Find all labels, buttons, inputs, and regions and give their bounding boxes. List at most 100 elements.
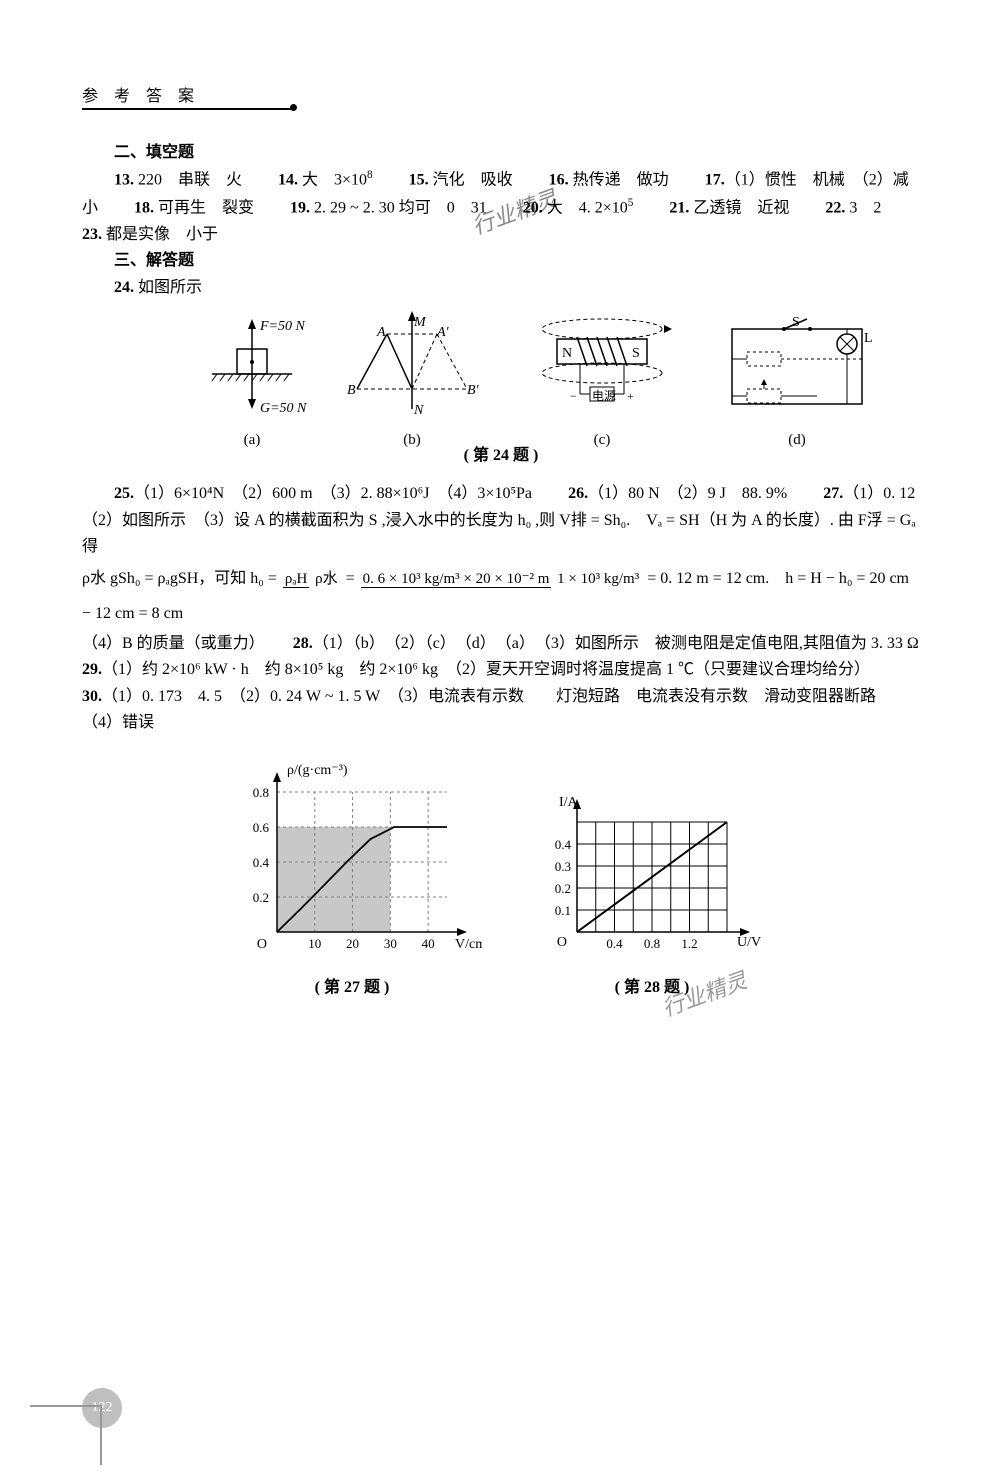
fig24-c: N S − + 电源 (c) (512, 309, 692, 453)
text: （1）惯性 机械 （2）减 (725, 172, 909, 189)
text: 大 3×10 (298, 172, 367, 189)
subcap-a: (a) (192, 428, 312, 453)
q25-27-line: 25.（1）6×10⁴N （2）600 m （3）2. 88×10⁶J （4）3… (82, 481, 920, 507)
chart28-svg: 0.40.81.20.10.20.30.4OI/AU/V (532, 792, 772, 962)
text: （1）约 2×10⁶ kW · h 约 8×10⁵ kg 约 2×10⁶ kg … (102, 661, 870, 678)
eqn-left: ρ水 gSh₀ = ρₐgSH，可知 h₀ = (82, 570, 281, 587)
text: 汽化 吸收 (429, 172, 545, 189)
numerator: ρₐH (283, 571, 309, 588)
svg-text:I/A: I/A (559, 795, 579, 810)
qnum: 18. (134, 199, 154, 216)
svg-text:O: O (557, 935, 567, 950)
eq-sign: = (346, 570, 359, 587)
chart27-svg: 102030400.20.40.60.8Oρ/(g·cm⁻³)V/cm³ (222, 762, 482, 962)
section-title-answers: 三、解答题 (82, 248, 920, 274)
svg-text:40: 40 (422, 936, 435, 951)
svg-text:0.4: 0.4 (555, 837, 572, 852)
text: 可再生 裂变 (154, 199, 286, 216)
svg-text:1.2: 1.2 (681, 936, 697, 951)
svg-text:V/cm³: V/cm³ (455, 937, 482, 952)
qnum: 15. (409, 172, 429, 189)
svg-text:0.4: 0.4 (606, 936, 623, 951)
q30-line: 30.（1）0. 173 4. 5 （2）0. 24 W ~ 1. 5 W （3… (82, 684, 920, 710)
text: 热传递 做功 (569, 172, 701, 189)
label-N: N (414, 399, 423, 422)
subcap-d: (d) (712, 428, 882, 453)
qnum: 27. (823, 485, 843, 502)
label-Bp: B′ (467, 379, 479, 402)
label-S: S (792, 311, 800, 334)
chart28-caption: ( 第 28 题 ) (532, 975, 772, 1001)
svg-text:0.2: 0.2 (555, 881, 571, 896)
q27-eqn: ρ水 gSh₀ = ρₐgSH，可知 h₀ = ρₐH ρ水 = 0. 6 × … (82, 561, 920, 631)
qnum: 22. (825, 199, 845, 216)
label-S: S (632, 342, 640, 365)
page-number-badge: 122 (82, 1388, 122, 1428)
text: 如图所示 (134, 279, 202, 296)
qnum: 19. (290, 199, 310, 216)
svg-text:0.4: 0.4 (253, 855, 270, 870)
numerator: 0. 6 × 10³ kg/m³ × 20 × 10⁻² m (361, 571, 552, 588)
subcap-c: (c) (512, 428, 692, 453)
svg-text:0.2: 0.2 (253, 890, 269, 905)
label-G: G=50 N (260, 397, 306, 420)
qnum: 13. (114, 172, 134, 189)
text: （1）0. 173 4. 5 （2）0. 24 W ~ 1. 5 W （3）电流… (102, 688, 876, 705)
subcap-b: (b) (332, 428, 492, 453)
svg-text:O: O (257, 937, 267, 952)
fill-blank-line2: 小 18. 可再生 裂变 19. 2. 29 ~ 2. 30 均可 0 31 2… (82, 194, 920, 222)
chart27-caption: ( 第 27 题 ) (222, 975, 482, 1001)
gap (373, 172, 405, 189)
fraction: 0. 6 × 10³ kg/m³ × 20 × 10⁻² m 1 × 10³ k… (361, 571, 642, 588)
charts-row: 102030400.20.40.60.8Oρ/(g·cm⁻³)V/cm³ ( 第… (82, 762, 882, 1012)
label-src: 电源 (592, 387, 616, 407)
label-B: B (347, 379, 356, 402)
label-F: F=50 N (260, 315, 305, 338)
q30-line2: （4）错误 (82, 710, 920, 736)
fraction: ρₐH ρ水 (283, 571, 340, 588)
qnum: 23. (82, 226, 102, 243)
label-Ap: A′ (437, 321, 449, 344)
text: （1）80 N （2）9 J 88. 9% (588, 485, 787, 502)
svg-text:0.1: 0.1 (555, 903, 571, 918)
page-header: 参 考 答 案 (82, 82, 200, 106)
fig24-d: S L (d) (712, 309, 882, 453)
q24-line: 24. 如图所示 (82, 275, 920, 301)
q29-line: 29.（1）约 2×10⁶ kW · h 约 8×10⁵ kg 约 2×10⁶ … (82, 657, 920, 683)
section-title-fill-blank: 二、填空题 (82, 140, 920, 166)
text: 220 串联 火 (134, 172, 274, 189)
figure-24-row: F=50 N G=50 N (a) A M A′ B N B′ (b) (112, 309, 912, 439)
gap (633, 199, 665, 216)
svg-text:0.8: 0.8 (644, 936, 660, 951)
svg-text:20: 20 (346, 936, 359, 951)
text: （1）0. 12 (843, 485, 931, 502)
text: 2. 29 ~ 2. 30 均可 0 31 (310, 199, 519, 216)
denominator: 1 × 10³ kg/m³ (555, 571, 641, 587)
svg-text:30: 30 (384, 936, 397, 951)
plus: + (627, 387, 634, 407)
diagram-b-icon (332, 309, 492, 419)
qnum: 30. (82, 688, 102, 705)
text: （1）6×10⁴N （2）600 m （3）2. 88×10⁶J （4）3×10… (134, 485, 532, 502)
text: （4）B 的质量（或重力） (82, 635, 257, 652)
svg-text:10: 10 (308, 936, 321, 951)
svg-text:0.8: 0.8 (253, 785, 269, 800)
qnum: 20. (523, 199, 543, 216)
text: 3 2 (845, 199, 881, 216)
qnum: 17. (705, 172, 725, 189)
header-rule (82, 108, 292, 110)
chart27: 102030400.20.40.60.8Oρ/(g·cm⁻³)V/cm³ ( 第… (222, 762, 482, 1002)
chart28: 0.40.81.20.10.20.30.4OI/AU/V ( 第 28 题 ) (532, 792, 772, 1002)
text: （1）（b） （2）（c） （d） （a） （3）如图所示 被测电阻是定值电阻,… (313, 635, 919, 652)
qnum: 28. (293, 635, 313, 652)
text: 都是实像 小于 (102, 226, 218, 243)
qnum: 24. (114, 279, 134, 296)
qnum: 29. (82, 661, 102, 678)
fig24-a: F=50 N G=50 N (a) (192, 309, 312, 453)
label-A: A (377, 321, 386, 344)
svg-text:0.3: 0.3 (555, 859, 571, 874)
footer-rule-h (30, 1405, 100, 1407)
qnum: 14. (278, 172, 298, 189)
q27-28-line: （4）B 的质量（或重力） 28.（1）（b） （2）（c） （d） （a） （… (82, 631, 920, 657)
text: 大 4. 2×10 (543, 199, 628, 216)
